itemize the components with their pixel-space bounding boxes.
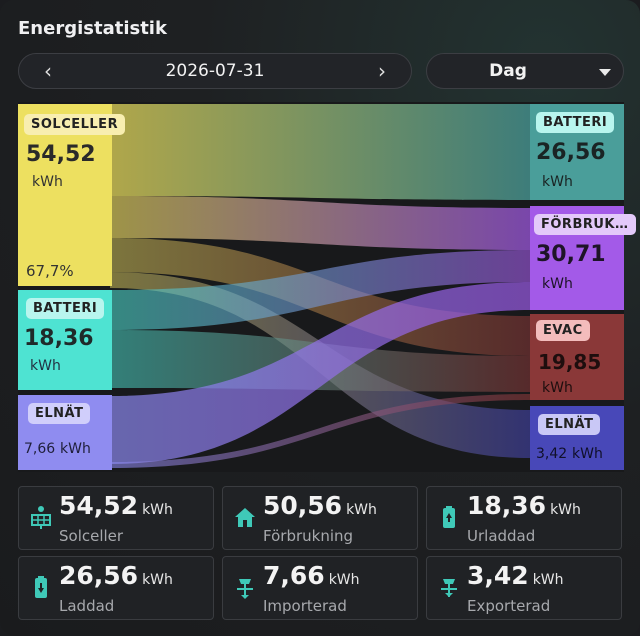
flow-solar-consumption [110,196,530,250]
next-day-button[interactable]: › [378,59,386,83]
node-grid-target-value: 3,42 [536,446,568,462]
node-solar[interactable]: SOLCELLER 54,52 kWh 67,7% [18,104,126,286]
stat-consumption-value: 50,56 kWh [263,491,377,520]
stat-imported[interactable]: 7,66 kWh Importerad [222,556,418,620]
flow-grid-consumption [110,282,530,464]
chevron-down-icon [599,69,611,76]
node-solar-unit: kWh [32,174,63,190]
node-solar-label: SOLCELLER [24,114,126,135]
node-consumption-label: FÖRBRUK… [534,214,636,235]
stat-discharged[interactable]: 18,36 kWh Urladdad [426,486,622,550]
home-icon [235,508,255,527]
node-grid-source-unit: kWh [60,441,91,457]
node-grid-source-value: 7,66 [24,441,56,457]
stat-exported[interactable]: 3,42 kWh Exporterad [426,556,622,620]
stat-discharged-value: 18,36 kWh [467,491,581,520]
stat-charged-label: Laddad [59,597,115,615]
stat-charged[interactable]: 26,56 kWh Laddad [18,556,214,620]
prev-day-button[interactable]: ‹ [44,59,52,83]
node-grid-target[interactable]: ELNÄT 3,42 kWh [530,406,624,470]
current-date[interactable]: 2026-07-31 [165,61,265,81]
flow-battery-consumption [110,250,530,330]
node-battery-source-label: BATTERI [26,298,105,319]
node-grid-target-label: ELNÄT [538,414,601,435]
stat-exported-label: Exporterad [467,597,551,615]
stat-discharged-label: Urladdad [467,527,536,545]
battery-charge-icon [35,576,47,598]
node-evac[interactable]: EVAC 19,85 kWh [530,314,624,400]
node-evac-label: EVAC [536,320,590,341]
grid-export-icon [441,579,457,597]
period-select-value: Dag [489,61,527,81]
grid-import-icon [237,579,253,599]
node-battery-target-label: BATTERI [536,112,615,133]
node-solar-value: 54,52 [26,142,96,167]
node-consumption-value: 30,71 [536,242,606,267]
stat-consumption[interactable]: 50,56 kWh Förbrukning [222,486,418,550]
node-battery-source-unit: kWh [30,358,61,374]
stat-imported-label: Importerad [263,597,347,615]
period-select[interactable]: Dag [426,53,624,89]
solar-panel-icon [31,506,51,529]
battery-discharge-icon [443,506,455,528]
stat-consumption-label: Förbrukning [263,527,354,545]
node-battery-source[interactable]: BATTERI 18,36 kWh [18,290,112,390]
flow-grid-evac [110,394,530,468]
stat-solar[interactable]: 54,52 kWh Solceller [18,486,214,550]
node-evac-value: 19,85 [538,350,602,374]
node-battery-target-value: 26,56 [536,140,606,165]
node-consumption[interactable]: FÖRBRUK… 30,71 kWh [530,206,636,310]
node-grid-target-unit: kWh [572,446,603,462]
node-evac-unit: kWh [542,380,573,396]
node-battery-target[interactable]: BATTERI 26,56 kWh [530,104,624,200]
node-consumption-unit: kWh [542,276,573,292]
card-title: Energistatistik [18,18,167,39]
flow-solar-battery [110,104,530,200]
stat-charged-value: 26,56 kWh [59,561,173,590]
node-grid-source-label: ELNÄT [28,403,91,424]
stat-exported-value: 3,42 kWh [467,561,564,590]
node-solar-percent: 67,7% [26,262,74,280]
stat-solar-value: 54,52 kWh [59,491,173,520]
date-navigator: ‹ 2026-07-31 › [18,53,412,89]
sankey-flows [110,104,530,468]
stat-imported-value: 7,66 kWh [263,561,360,590]
node-battery-target-unit: kWh [542,174,573,190]
node-grid-source[interactable]: ELNÄT 7,66 kWh [18,395,112,470]
stat-solar-label: Solceller [59,527,124,545]
node-battery-source-value: 18,36 [24,326,94,351]
